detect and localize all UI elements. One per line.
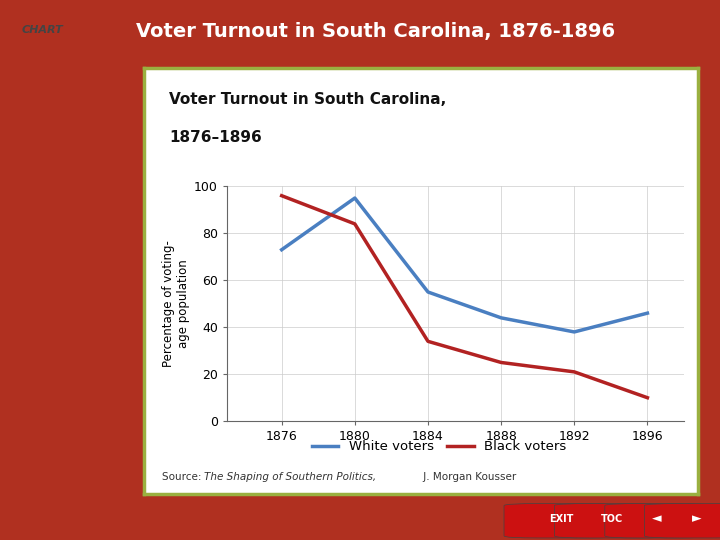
Text: Voter Turnout in South Carolina, 1876-1896: Voter Turnout in South Carolina, 1876-18… bbox=[136, 22, 615, 40]
Text: Voter Turnout in South Carolina,: Voter Turnout in South Carolina, bbox=[169, 92, 446, 107]
Text: ◄: ◄ bbox=[652, 512, 662, 525]
Text: EXIT: EXIT bbox=[549, 514, 574, 524]
Y-axis label: Percentage of voting-
age population: Percentage of voting- age population bbox=[162, 240, 190, 367]
Text: TOC: TOC bbox=[601, 514, 623, 524]
Text: CHART: CHART bbox=[22, 25, 63, 35]
Text: ►: ► bbox=[692, 512, 701, 525]
Text: 1876–1896: 1876–1896 bbox=[169, 130, 262, 145]
Legend: White voters, Black voters: White voters, Black voters bbox=[307, 435, 572, 458]
FancyBboxPatch shape bbox=[605, 503, 709, 538]
Text: The Shaping of Southern Politics,: The Shaping of Southern Politics, bbox=[204, 471, 376, 482]
Text: J. Morgan Kousser: J. Morgan Kousser bbox=[420, 471, 516, 482]
FancyBboxPatch shape bbox=[504, 503, 619, 538]
Text: Source:: Source: bbox=[162, 471, 204, 482]
FancyBboxPatch shape bbox=[644, 503, 720, 538]
FancyBboxPatch shape bbox=[554, 503, 670, 538]
